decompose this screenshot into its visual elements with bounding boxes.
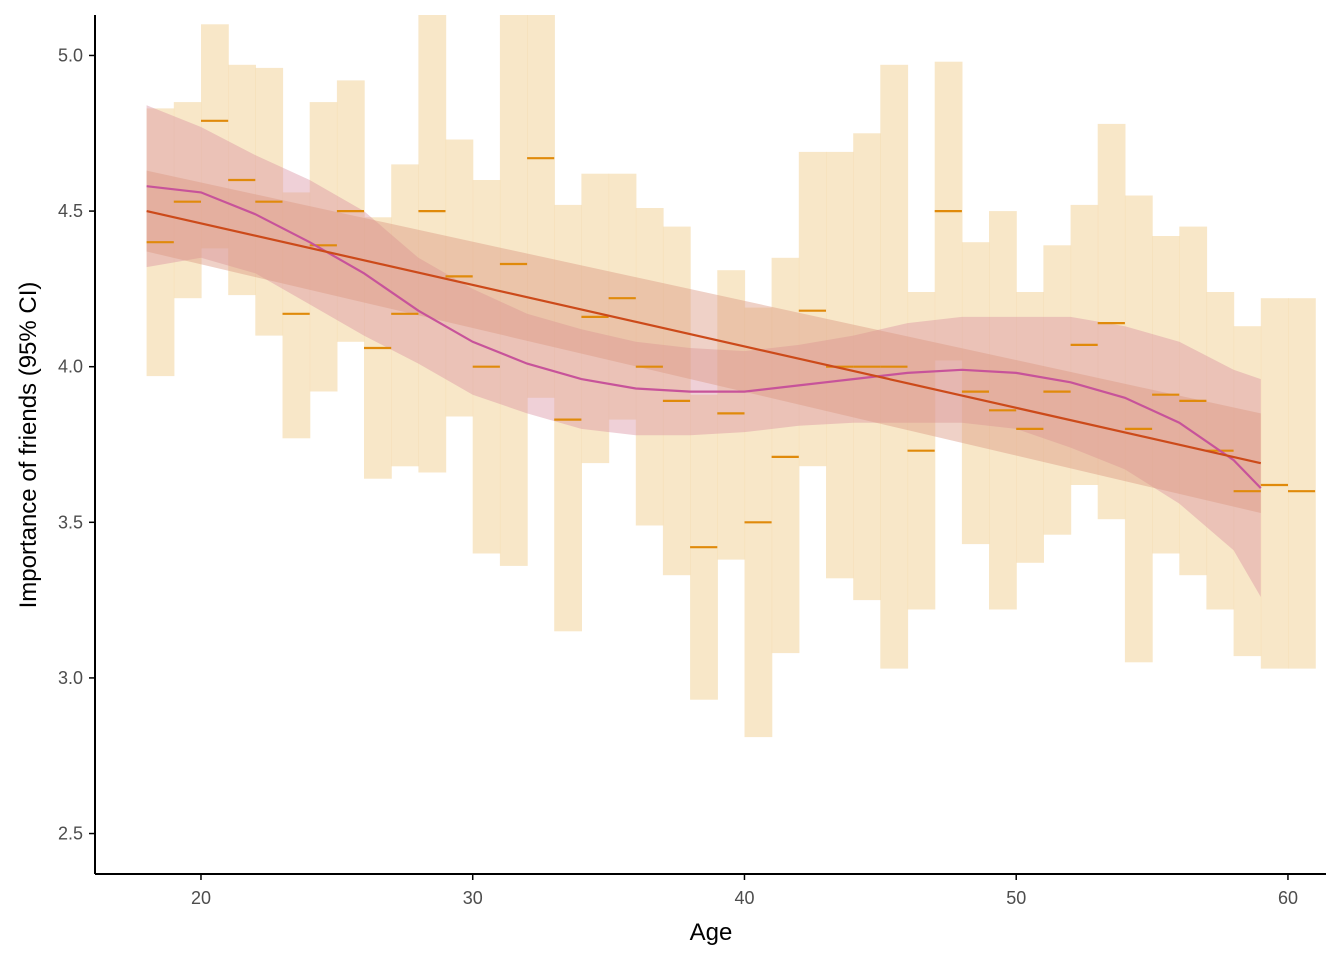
ci-bar-age-33: [554, 204, 582, 632]
x-tick-label-40: 40: [734, 888, 754, 908]
y-tick-label-4.5: 4.5: [58, 201, 83, 221]
ci-bar-age-39: [717, 270, 746, 560]
x-tick-label-30: 30: [463, 888, 483, 908]
x-ticks-layer: 20 30 40 50 60: [191, 874, 1298, 908]
y-tick-label-3: 3.0: [58, 668, 83, 688]
ci-bar-age-31: [499, 15, 528, 566]
ci-bar-age-42: [798, 151, 827, 467]
y-tick-label-5: 5.0: [58, 45, 83, 65]
ci-bar-age-51: [1043, 245, 1072, 535]
ci-bar-age-23: [282, 192, 311, 439]
ci-bar-age-29: [445, 139, 474, 417]
ci-bar-age-19: [173, 102, 202, 299]
y-tick-label-4: 4.0: [58, 357, 83, 377]
x-axis-title: Age: [690, 919, 733, 946]
ci-bar-age-60: [1288, 298, 1316, 669]
ci-bar-age-53: [1097, 123, 1126, 520]
linear-fit-line: [146, 210, 1262, 465]
x-tick-label-50: 50: [1006, 888, 1026, 908]
ci-bar-age-48: [961, 242, 990, 545]
ci-bar-age-20: [201, 24, 229, 249]
ci-bar-age-34: [581, 173, 610, 464]
x-tick-label-60: 60: [1278, 888, 1298, 908]
x-tick-label-20: 20: [191, 888, 211, 908]
smooth-fit-band: [146, 105, 1261, 598]
fit-lines-layer: [146, 185, 1262, 489]
fit-bands-layer: [146, 105, 1261, 598]
y-axis-title: Importance of friends (95% CI): [15, 282, 42, 609]
ci-bar-age-24: [309, 102, 338, 392]
y-ticks-layer: 2.5 3.0 3.5 4.0 4.5 5.0: [58, 45, 95, 844]
ci-bar-age-32: [527, 15, 555, 398]
ci-bar-age-50: [1016, 292, 1044, 563]
ci-bar-age-35: [608, 173, 637, 420]
y-tick-label-2.5: 2.5: [58, 824, 83, 844]
mean-marks-layer: [146, 119, 1316, 549]
smooth-fit-line: [146, 185, 1262, 489]
ci-bar-age-41: [771, 257, 800, 654]
y-tick-label-3.5: 3.5: [58, 512, 83, 532]
axes-layer: [94, 15, 1326, 875]
ci-bar-age-28: [418, 15, 447, 473]
ci-bar-age-27: [391, 164, 419, 467]
linear-fit-band: [146, 170, 1261, 513]
ci-bar-age-59: [1260, 298, 1289, 669]
